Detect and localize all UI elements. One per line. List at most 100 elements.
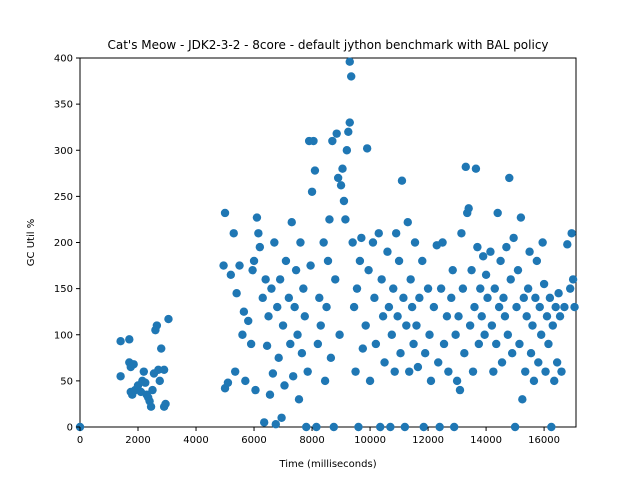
scatter-point: [302, 422, 311, 432]
scatter-point: [457, 229, 466, 238]
scatter-point: [397, 176, 407, 185]
points-layer: [75, 57, 579, 432]
scatter-point: [412, 321, 421, 330]
scatter-point: [248, 265, 257, 275]
scatter-point: [522, 312, 531, 321]
scatter-point: [328, 136, 337, 146]
scatter-point: [535, 302, 544, 312]
scatter-point: [552, 358, 562, 367]
x-tick-label: 2000: [125, 435, 150, 446]
ticks-layer: 0 2000 4000 6000 8000 10000 12000 14000 16000 0 50…: [54, 54, 560, 447]
scatter-point: [509, 233, 518, 243]
y-tick-label: 250: [54, 192, 73, 203]
scatter-point: [406, 275, 415, 284]
scatter-point: [492, 339, 501, 349]
scatter-point: [387, 330, 397, 339]
scatter-point: [413, 362, 423, 372]
scatter-point: [519, 293, 528, 303]
scatter-point: [358, 344, 368, 353]
scatter-point: [400, 422, 410, 432]
scatter-point: [344, 127, 353, 136]
scatter-point: [265, 390, 275, 399]
scatter-point: [294, 395, 304, 404]
scatter-point: [349, 302, 359, 312]
scatter-point: [329, 422, 339, 432]
scatter-point: [419, 422, 428, 432]
scatter-point: [368, 238, 378, 247]
scatter-point: [538, 238, 547, 247]
scatter-point: [325, 215, 334, 224]
scatter-point: [547, 422, 556, 432]
scatter-point: [300, 312, 309, 321]
scatter-point: [534, 358, 543, 367]
scatter-point: [497, 358, 507, 367]
scatter-point: [461, 162, 470, 172]
scatter-point: [239, 307, 249, 316]
scatter-point: [296, 238, 305, 247]
scatter-point: [507, 349, 517, 358]
scatter-point: [529, 376, 539, 386]
scatter-point: [551, 302, 560, 312]
y-tick-label: 50: [60, 376, 73, 387]
scatter-point: [532, 256, 542, 266]
scatter-point: [278, 321, 288, 330]
x-tick-label: 16000: [528, 435, 560, 446]
scatter-point: [523, 284, 533, 293]
scatter-point: [525, 247, 534, 256]
scatter-point: [490, 284, 499, 293]
scatter-point: [352, 284, 362, 293]
scatter-point: [293, 330, 302, 339]
scatter-point: [315, 293, 324, 303]
scatter-point: [555, 312, 565, 321]
scatter-point: [331, 275, 340, 284]
scatter-point: [528, 321, 537, 330]
scatter-point: [357, 233, 366, 243]
scatter-point: [223, 378, 233, 387]
scatter-point: [545, 293, 555, 303]
scatter-point: [275, 275, 285, 284]
scatter-point: [277, 413, 286, 422]
scatter-point: [393, 312, 402, 321]
scatter-point: [425, 330, 434, 339]
scatter-point: [376, 422, 385, 432]
scatter-point: [361, 321, 370, 330]
scatter-point: [262, 341, 272, 351]
y-tick-label: 300: [54, 146, 73, 157]
scatter-point: [320, 376, 330, 386]
scatter-point: [570, 302, 579, 312]
scatter-point: [438, 238, 447, 247]
scatter-point: [299, 284, 308, 293]
scatter-point: [435, 422, 444, 432]
scatter-point: [474, 339, 484, 349]
scatter-point: [345, 118, 354, 127]
scatter-point: [439, 339, 449, 349]
scatter-point: [444, 367, 453, 376]
scatter-point: [516, 213, 526, 222]
scatter-point: [255, 242, 265, 252]
scatter-point: [290, 302, 299, 312]
scatter-point: [483, 293, 492, 303]
scatter-point: [452, 376, 462, 386]
scatter-point: [448, 265, 457, 275]
scatter-point: [365, 376, 375, 386]
scatter-point: [536, 330, 546, 339]
scatter-point: [565, 284, 575, 293]
x-axis-label: Time (milliseconds): [278, 459, 376, 470]
scatter-point: [513, 265, 523, 275]
scatter-point: [267, 284, 276, 293]
scatter-point: [480, 330, 489, 339]
scatter-point: [251, 385, 260, 395]
scatter-point: [246, 339, 256, 349]
scatter-point: [499, 293, 508, 303]
scatter-point: [281, 256, 291, 266]
scatter-point: [244, 316, 253, 326]
scatter-point: [309, 136, 318, 146]
scatter-point: [458, 284, 468, 293]
scatter-point: [141, 378, 150, 387]
scatter-point: [326, 353, 336, 363]
scatter-point: [280, 381, 289, 390]
scatter-point: [403, 218, 412, 227]
y-tick-label: 0: [67, 423, 73, 434]
chart-title: Cat's Meow - JDK2-3-2 - 8core - default …: [107, 38, 548, 52]
scatter-point: [460, 349, 469, 358]
